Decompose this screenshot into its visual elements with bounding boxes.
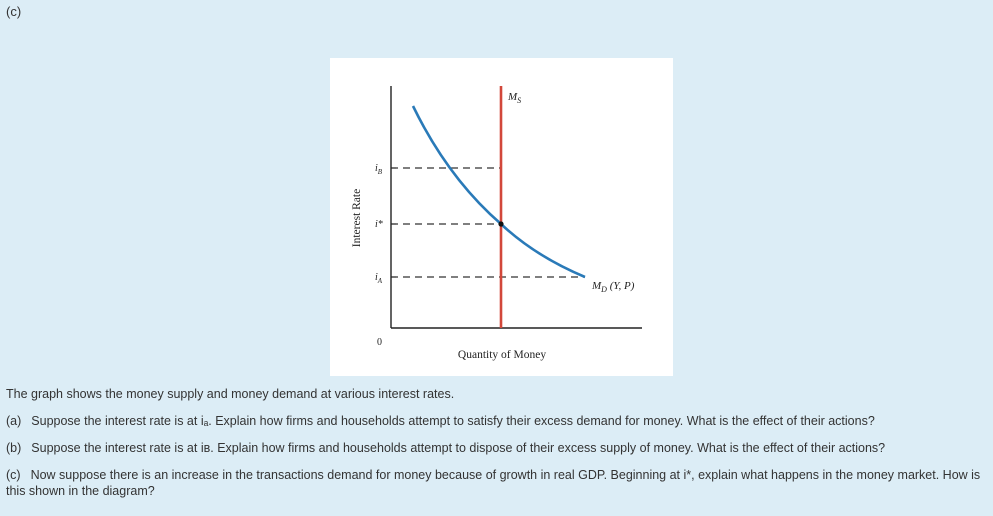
iA-label: iA (375, 272, 383, 285)
question-c-text: Now suppose there is an increase in the … (6, 468, 981, 498)
iB-label: iB (375, 163, 383, 176)
question-c-label: (c) (6, 468, 21, 482)
question-a-text: Suppose the interest rate is at iₐ. Expl… (31, 414, 875, 428)
ms-label: MS (507, 91, 521, 105)
money-demand-curve (411, 105, 586, 279)
istar-label: i* (375, 219, 383, 230)
part-label: (c) (6, 4, 22, 19)
question-a: (a) Suppose the interest rate is at iₐ. E… (6, 413, 986, 429)
y-axis-label: Interest Rate (351, 189, 363, 247)
intro-text: The graph shows the money supply and mon… (6, 387, 455, 401)
question-b-label: (b) (6, 441, 22, 455)
question-b-text: Suppose the interest rate is at iʙ. Expl… (31, 441, 886, 455)
money-market-diagram: MS MD (Y, P) iB i* iA 0 Quantity of Mone… (330, 58, 673, 376)
equilibrium-point (498, 221, 504, 227)
md-label: MD (Y, P) (591, 280, 635, 294)
diagram-svg: MS MD (Y, P) iB i* iA 0 Quantity of Mone… (351, 86, 642, 361)
question-text: The graph shows the money supply and mon… (6, 386, 986, 510)
question-a-label: (a) (6, 414, 22, 428)
origin-label: 0 (377, 337, 382, 348)
question-c: (c) Now suppose there is an increase in t… (6, 467, 986, 499)
x-axis-label: Quantity of Money (458, 349, 546, 361)
question-b: (b) Suppose the interest rate is at iʙ. E… (6, 440, 986, 456)
